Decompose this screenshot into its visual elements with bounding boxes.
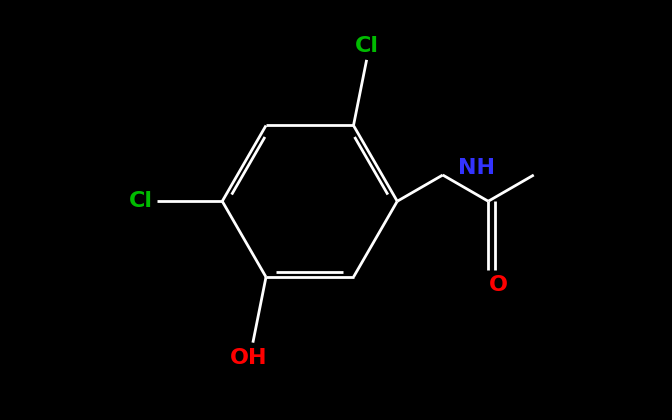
Text: O: O bbox=[489, 275, 508, 295]
Text: Cl: Cl bbox=[129, 191, 153, 211]
Text: Cl: Cl bbox=[355, 36, 378, 56]
Text: NH: NH bbox=[458, 158, 495, 178]
Text: OH: OH bbox=[230, 349, 267, 368]
